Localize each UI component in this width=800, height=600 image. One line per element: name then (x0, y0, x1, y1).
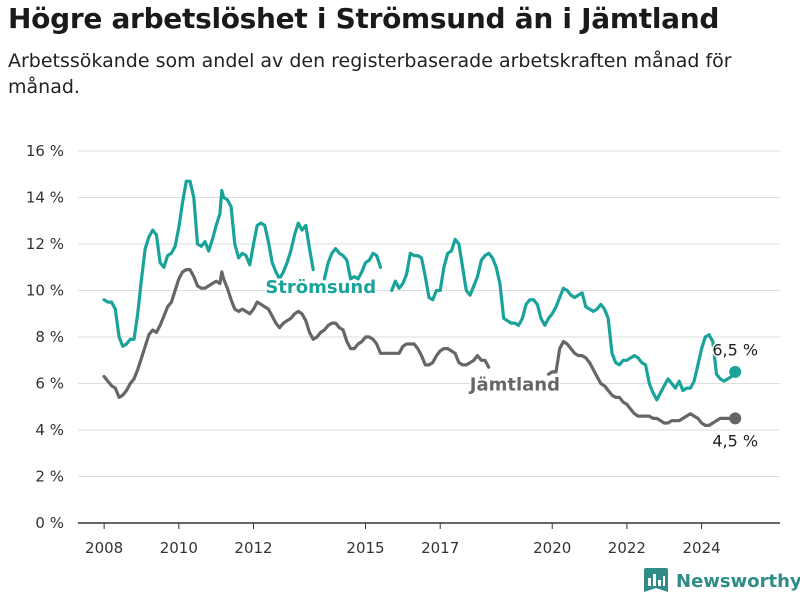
y-tick-label: 16 % (26, 142, 64, 160)
series-line-stromsund (322, 247, 383, 281)
y-tick-label: 0 % (35, 514, 64, 532)
chart-subtitle: Arbetssökande som andel av den registerb… (8, 50, 732, 98)
series-line-stromsund (281, 221, 315, 274)
y-tick-label: 6 % (35, 375, 64, 393)
series-line-stromsund (390, 237, 737, 402)
series-line-jamtland (546, 340, 737, 427)
series-lines (102, 179, 742, 427)
brand-logo[interactable]: Newsworthy (644, 568, 800, 594)
y-tick-label: 14 % (26, 189, 64, 207)
x-tick-label: 2015 (346, 539, 384, 557)
x-tick-label: 2012 (234, 539, 272, 557)
y-tick-label: 4 % (35, 421, 64, 439)
x-tick-label: 2020 (533, 539, 571, 557)
series-end-point (729, 412, 742, 425)
series-label-jamtland: Jämtland (468, 374, 560, 395)
end-value-label-stromsund: 6,5 % (712, 341, 758, 360)
series-end-point (729, 365, 742, 378)
y-axis: 0 % 2 % 4 % 6 % 8 % 10 % 12 % 14 % 16 % (26, 142, 64, 532)
end-value-label-jamtland: 4,5 % (712, 431, 758, 450)
series-line-jamtland (102, 268, 491, 399)
x-tick-label: 2010 (160, 539, 198, 557)
y-tick-label: 10 % (26, 282, 64, 300)
x-tick-label: 2024 (682, 539, 720, 557)
brand-name: Newsworthy (676, 570, 800, 592)
chart-title: Högre arbetslöshet i Strömsund än i Jämt… (8, 2, 720, 35)
x-axis: 2008 2010 2012 2015 2017 2020 2022 2024 (85, 523, 721, 557)
y-tick-label: 8 % (35, 328, 64, 346)
series-labels: Strömsund Jämtland 6,5 % 4,5 % (263, 275, 759, 452)
y-tick-label: 2 % (35, 468, 64, 486)
x-tick-label: 2017 (421, 539, 459, 557)
bar-chart-logo-icon (644, 568, 668, 592)
x-tick-label: 2008 (85, 539, 123, 557)
x-tick-label: 2022 (608, 539, 646, 557)
series-line-stromsund (102, 179, 285, 348)
series-label-stromsund: Strömsund (265, 277, 376, 298)
y-tick-label: 12 % (26, 235, 64, 253)
